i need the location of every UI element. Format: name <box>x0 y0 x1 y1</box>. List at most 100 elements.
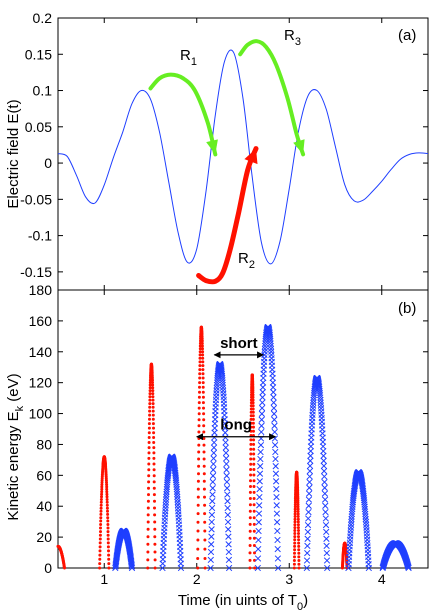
data-point-x <box>321 484 328 491</box>
data-point-dot <box>147 426 151 430</box>
data-point-dot <box>297 562 301 566</box>
data-point-x <box>307 457 314 464</box>
data-point-dot <box>106 509 109 513</box>
data-point-x <box>209 491 216 498</box>
data-point-dot <box>152 456 156 460</box>
data-point-x <box>213 381 221 389</box>
data-point-x <box>322 508 329 516</box>
data-point-dot <box>147 480 151 484</box>
data-point-dot <box>251 386 255 390</box>
y-tick-label: 140 <box>29 344 53 360</box>
data-point-dot <box>198 347 202 351</box>
data-point-dot <box>99 516 103 520</box>
data-point-dot <box>148 381 152 384</box>
data-point-x <box>209 485 216 492</box>
data-point-x <box>323 557 331 564</box>
data-point-x <box>256 485 263 493</box>
data-point-dot <box>148 417 151 421</box>
data-point-dot <box>293 517 297 521</box>
data-point-dot <box>252 485 256 488</box>
data-point-dot <box>152 486 156 490</box>
data-point-dot <box>252 442 256 446</box>
data-point-x <box>255 519 262 526</box>
data-point-x <box>223 455 230 462</box>
data-point-dot <box>292 562 296 566</box>
data-point-dot <box>248 551 252 555</box>
data-point-x <box>223 472 230 479</box>
data-point-dot <box>152 480 156 484</box>
y-tick-label: 120 <box>29 375 53 391</box>
data-point-dot <box>297 541 301 545</box>
data-point-dot <box>297 544 301 548</box>
data-point-x <box>208 518 215 526</box>
data-point-dot <box>293 520 297 524</box>
y-tick-label: 160 <box>29 313 53 329</box>
data-point-x <box>258 416 265 423</box>
data-point-dot <box>146 513 150 517</box>
data-point-dot <box>293 541 297 545</box>
data-point-dot <box>198 350 202 354</box>
data-point-dot <box>100 495 103 499</box>
data-point-x <box>259 384 267 391</box>
data-point-dot <box>292 566 296 570</box>
data-point-dot <box>297 538 301 542</box>
y-tick-label: 0.2 <box>33 10 53 26</box>
trajectory-label: R1 <box>180 47 197 68</box>
data-point-dot <box>252 536 256 540</box>
data-point-x <box>320 462 328 470</box>
data-point-dot <box>98 553 102 557</box>
data-point-dot <box>105 495 109 499</box>
panel-b: 0 20 40 60 80 100 120 140 160 180 1 2 3 4 short long (… <box>5 282 429 613</box>
data-point-x <box>307 452 314 459</box>
data-point-dot <box>297 551 301 555</box>
data-point-x <box>271 422 278 429</box>
data-point-dot <box>252 544 256 547</box>
data-point-x <box>255 510 263 517</box>
data-point-x <box>207 548 215 556</box>
data-point-dot <box>202 437 206 440</box>
data-point-dot <box>296 505 300 509</box>
data-point-dot <box>201 381 205 385</box>
data-point-dot <box>99 503 103 507</box>
panel-a-series <box>57 49 429 265</box>
data-point-x <box>305 508 312 516</box>
data-point-x <box>271 416 278 423</box>
y-tick-label: 0.05 <box>25 119 52 135</box>
data-point-x <box>365 564 372 572</box>
data-point-dot <box>293 526 297 530</box>
data-point-dot <box>248 529 252 533</box>
trajectory-label: R2 <box>238 250 255 271</box>
data-point-x <box>306 478 313 486</box>
panel-b-label: (b) <box>398 300 416 317</box>
data-point-dot <box>197 437 201 440</box>
data-point-x <box>208 541 215 548</box>
data-point-dot <box>296 507 300 511</box>
data-point-x <box>255 545 262 553</box>
data-point-x <box>223 460 230 468</box>
data-point-x <box>210 460 217 468</box>
data-point-dot <box>249 442 253 446</box>
data-point-dot <box>152 493 156 497</box>
data-point-x <box>261 345 269 352</box>
data-point-dot <box>148 405 152 409</box>
data-point-dot <box>202 424 206 428</box>
data-point-x <box>208 533 215 540</box>
data-point-dot <box>153 520 157 524</box>
data-point-dot <box>198 353 202 357</box>
data-point-x <box>310 396 317 404</box>
data-point-x <box>254 564 261 572</box>
data-point-dot <box>296 512 300 516</box>
panel-b-frame <box>57 289 429 569</box>
data-point-dot <box>202 479 206 483</box>
data-point-dot <box>107 566 111 570</box>
data-point-x <box>224 518 232 526</box>
data-point-dot <box>197 464 201 468</box>
data-point-dot <box>251 395 255 399</box>
data-point-x <box>261 342 269 350</box>
data-point-x <box>317 394 324 401</box>
data-point-dot <box>151 395 155 399</box>
data-point-x <box>174 496 181 503</box>
data-point-dot <box>248 522 252 526</box>
data-point-dot <box>249 429 253 433</box>
data-point-dot <box>198 390 201 394</box>
